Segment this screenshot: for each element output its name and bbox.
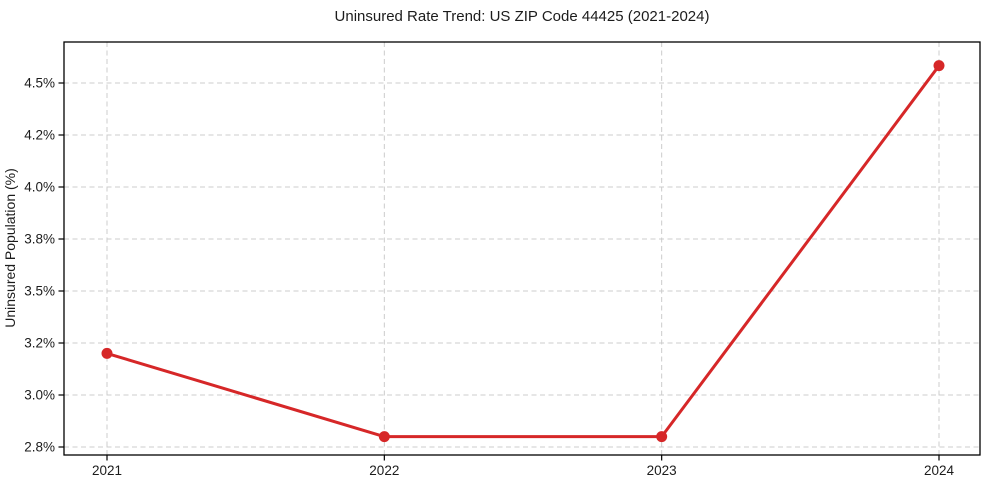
gridlines <box>64 42 980 455</box>
plot-border <box>63 41 981 456</box>
data-series <box>101 60 945 443</box>
y-axis-label: Uninsured Population (%) <box>2 168 18 328</box>
y-tick-label: 2.8% <box>24 440 55 455</box>
data-point <box>933 60 945 72</box>
axis-ticks: 2.8% 3.0% 3.2% 3.5% 3.8% 4.0% 4.2% 4.5% 2021 2022… <box>24 76 954 479</box>
x-tick-label: 2024 <box>924 463 955 478</box>
y-tick-label: 4.5% <box>24 76 55 91</box>
y-tick-label: 3.2% <box>24 336 55 351</box>
data-point <box>656 431 668 443</box>
y-tick-label: 4.0% <box>24 180 55 195</box>
y-tick-label: 3.8% <box>24 232 55 247</box>
x-tick-label: 2023 <box>647 463 677 478</box>
y-tick-label: 3.0% <box>24 388 55 403</box>
y-tick-label: 4.2% <box>24 128 55 143</box>
chart-title: Uninsured Rate Trend: US ZIP Code 44425 … <box>335 8 710 25</box>
x-tick-label: 2021 <box>92 463 122 478</box>
data-point <box>101 347 113 359</box>
data-point <box>378 431 390 443</box>
trend-line <box>105 64 941 439</box>
y-tick-label: 3.5% <box>24 284 55 299</box>
x-tick-label: 2022 <box>369 463 399 478</box>
